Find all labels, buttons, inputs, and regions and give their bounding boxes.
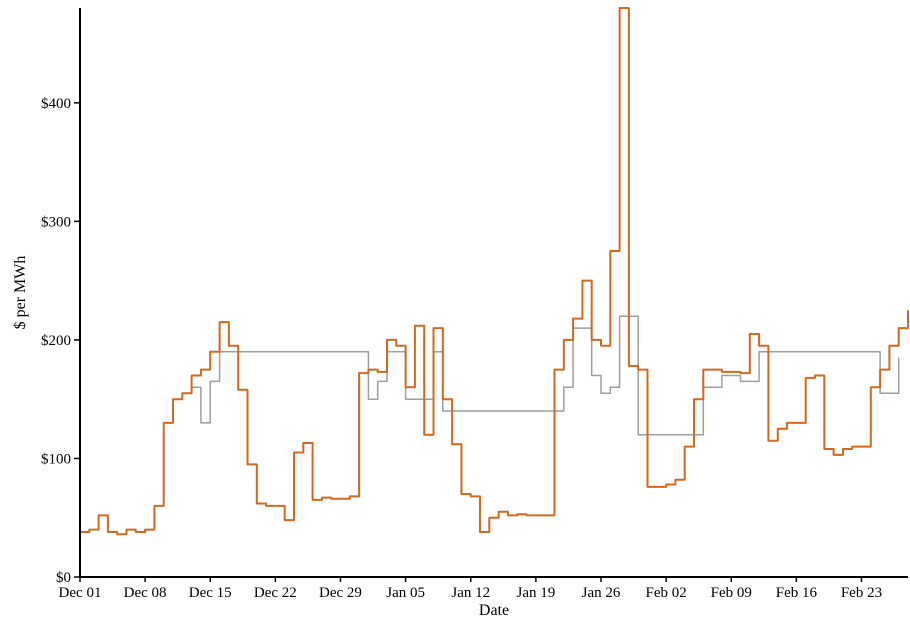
x-tick-label: Dec 15	[189, 585, 232, 601]
y-tick-label: $400	[41, 96, 71, 112]
y-tick-label: $200	[41, 333, 71, 349]
x-tick-label: Feb 02	[645, 585, 686, 601]
x-tick-label: Jan 05	[386, 585, 425, 601]
series-line-0	[80, 7, 909, 536]
series-layer	[80, 7, 909, 536]
x-tick-label: Dec 22	[254, 585, 297, 601]
y-tick-label: $0	[56, 570, 71, 586]
y-tick-label: $100	[41, 451, 71, 467]
x-axis-ticks: Dec 01 Dec 08 Dec 15 Dec 22 Dec 29 Jan 05 Jan …	[59, 577, 882, 601]
x-tick-label: Dec 08	[124, 585, 167, 601]
x-tick-label: Jan 19	[516, 585, 555, 601]
x-tick-label: Dec 01	[59, 585, 102, 601]
y-tick-label: $300	[41, 214, 71, 230]
x-tick-label: Jan 12	[451, 585, 490, 601]
series-line-1	[191, 315, 900, 436]
x-tick-label: Dec 29	[319, 585, 362, 601]
y-axis-ticks: $0 $100 $200 $300 $400	[41, 96, 80, 586]
y-axis-title: $ per MWh	[12, 256, 29, 330]
x-tick-label: Feb 23	[841, 585, 882, 601]
x-tick-label: Feb 09	[711, 585, 752, 601]
x-axis-title: Date	[479, 602, 509, 619]
x-tick-label: Feb 16	[776, 585, 818, 601]
x-tick-label: Jan 26	[582, 585, 621, 601]
